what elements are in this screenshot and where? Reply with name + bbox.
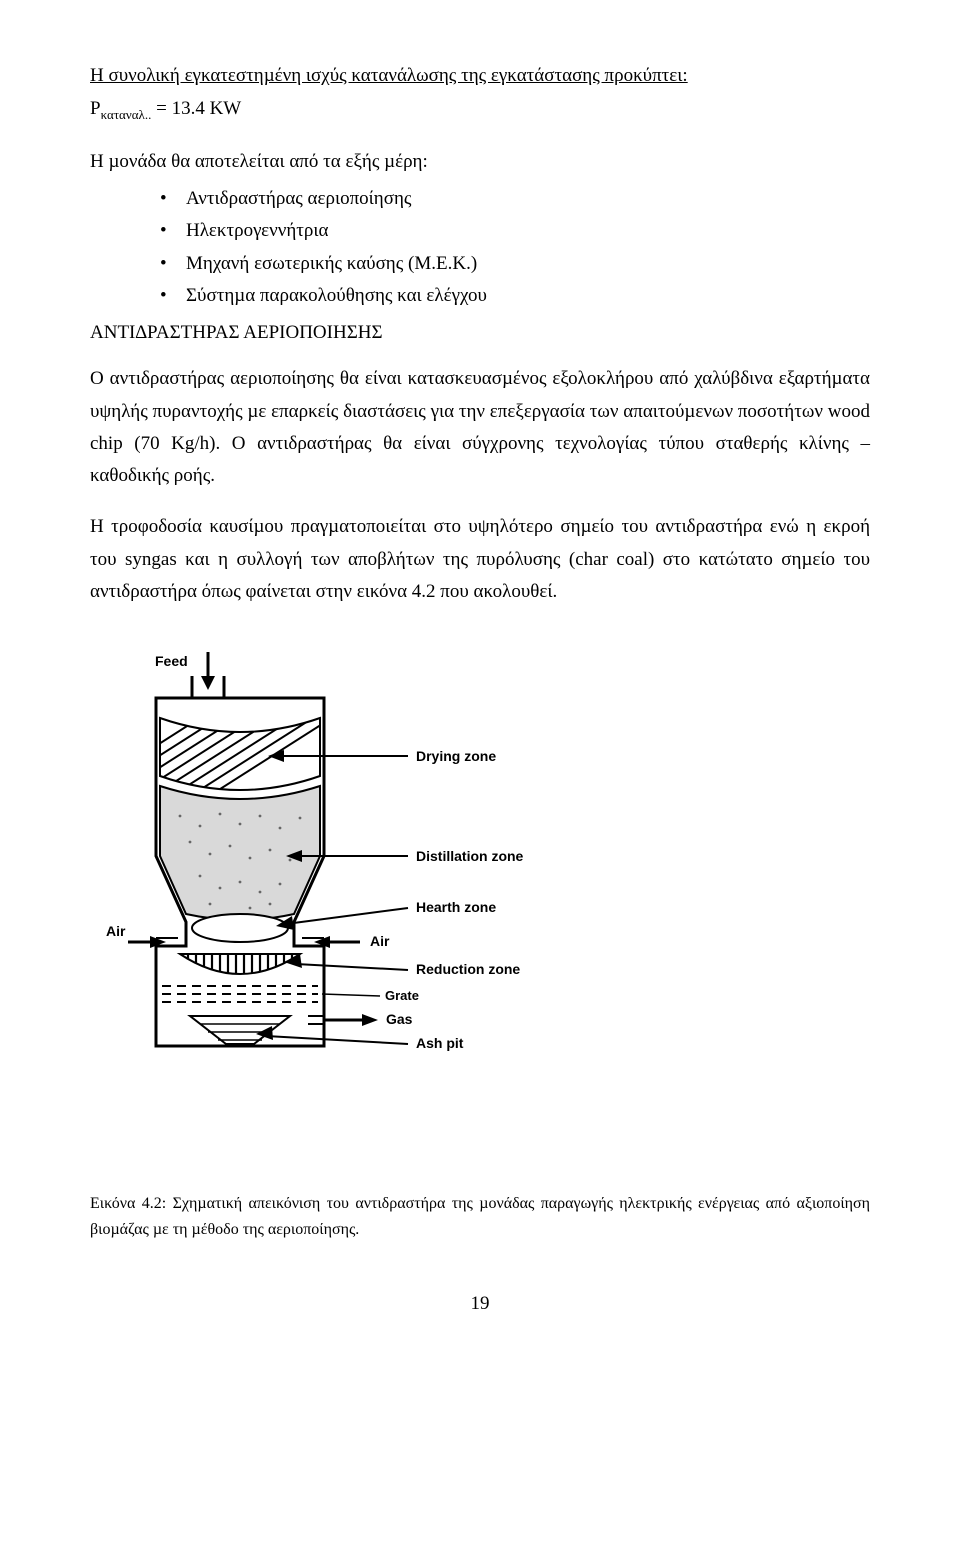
air-right-label: Air [370, 933, 390, 949]
grate-label: Grate [385, 988, 419, 1003]
power-subscript: καταναλ.. [101, 107, 152, 122]
list-item: Αντιδραστήρας αεριοποίησης [160, 183, 870, 215]
reduction-label: Reduction zone [416, 961, 520, 977]
list-item: Ηλεκτρογεννήτρια [160, 215, 870, 247]
hearth-label: Hearth zone [416, 899, 496, 915]
body-paragraph-1: Ο αντιδραστήρας αεριοποίησης θα είναι κα… [90, 363, 870, 492]
figure-caption: Εικόνα 4.2: Σχηµατική απεικόνιση του αντ… [90, 1191, 870, 1242]
section-title: ΑΝΤΙ∆ΡΑΣΤΗΡΑΣ ΑΕΡΙΟΠΟΙΗΣΗΣ [90, 322, 870, 344]
total-power-heading: Η συνολική εγκατεστηµένη ισχύς κατανάλωσ… [90, 60, 870, 92]
list-item: Μηχανή εσωτερικής καύσης (Μ.Ε.Κ.) [160, 248, 870, 280]
page-number: 19 [90, 1293, 870, 1315]
list-item: Σύστηµα παρακολούθησης και ελέγχου [160, 280, 870, 312]
gas-label: Gas [386, 1011, 413, 1027]
power-eq: = 13.4 KW [151, 98, 241, 119]
drying-label: Drying zone [416, 748, 496, 764]
power-symbol: P [90, 98, 101, 119]
air-left-label: Air [106, 923, 126, 939]
body-paragraph-2: Η τροφοδοσία καυσίµου πραγµατοποιείται σ… [90, 511, 870, 608]
power-value: Pκαταναλ.. = 13.4 KW [90, 98, 870, 123]
list-intro: Η µονάδα θα αποτελείται από τα εξής µέρη… [90, 151, 870, 173]
ash-label: Ash pit [416, 1035, 464, 1051]
unit-parts-list: Αντιδραστήρας αεριοποίησης Ηλεκτρογεννήτ… [90, 183, 870, 312]
feed-label: Feed [155, 653, 188, 669]
reactor-diagram: Feed Drying zone [100, 646, 870, 1091]
distillation-label: Distillation zone [416, 848, 524, 864]
